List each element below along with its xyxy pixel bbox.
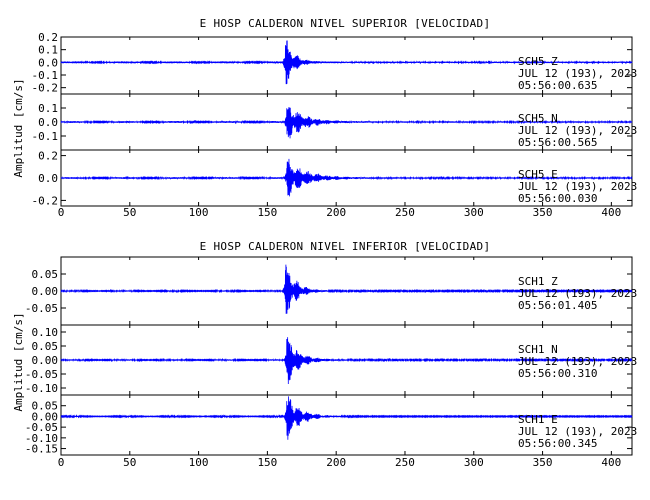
date-label: JUL 12 (193), 2023 [518,425,637,438]
time-label: 05:56:00.030 [518,192,597,205]
y-tick-label: 0.2 [38,31,58,44]
x-tick-label: 300 [464,206,484,219]
upper-y-axis-label: Amplitud [cm/s] [12,78,25,177]
x-tick-label: 350 [533,206,553,219]
station-label: SCH1 E [518,413,558,426]
y-tick-label: -0.05 [25,302,58,315]
waveform-trace [60,396,633,440]
y-tick-label: -0.05 [25,368,58,381]
y-tick-label: -0.10 [25,432,58,445]
y-tick-label: 0.1 [38,102,58,115]
y-tick-label: -0.05 [25,421,58,434]
y-tick-label: -0.2 [32,82,59,95]
y-tick-label: -0.1 [32,130,59,143]
y-tick-label: 0.05 [32,340,59,353]
x-tick-label: 300 [464,456,484,469]
x-tick-label: 0 [58,206,65,219]
waveform-trace [60,107,633,139]
lower-chart-title: E HOSP CALDERON NIVEL INFERIOR [VELOCIDA… [200,240,491,253]
panel-frame [60,394,633,456]
y-tick-label: 0.00 [32,285,59,298]
date-label: JUL 12 (193), 2023 [518,180,637,193]
y-tick-label: 0.0 [38,172,58,185]
date-label: JUL 12 (193), 2023 [518,355,637,368]
time-label: 05:56:00.345 [518,437,597,450]
x-tick-label: 150 [257,206,277,219]
y-tick-label: 0.0 [38,116,58,129]
x-tick-label: 350 [533,456,553,469]
y-tick-label: 0.1 [38,44,58,57]
station-label: SCH5 E [518,168,558,181]
x-tick-label: 150 [257,456,277,469]
lower-y-axis-label: Amplitud [cm/s] [12,312,25,411]
y-tick-label: 0.05 [32,268,59,281]
y-tick-label: -0.10 [25,382,58,395]
x-tick-label: 200 [326,206,346,219]
time-label: 05:56:01.405 [518,299,597,312]
y-tick-label: 0.05 [32,400,59,413]
x-tick-label: 100 [189,206,209,219]
x-tick-label: 400 [601,456,621,469]
station-label: SCH5 Z [518,55,558,68]
date-label: JUL 12 (193), 2023 [518,124,637,137]
station-label: SCH1 N [518,343,558,356]
y-tick-label: 0.00 [32,410,59,423]
x-tick-label: 250 [395,206,415,219]
station-label: SCH5 N [518,112,558,125]
y-tick-label: 0.0 [38,56,58,69]
waveform-trace [60,337,633,384]
y-tick-label: 0.2 [38,150,58,163]
x-tick-label: 50 [123,206,136,219]
waveform-trace [60,158,633,197]
x-tick-label: 400 [601,206,621,219]
time-label: 05:56:00.310 [518,367,597,380]
upper-chart-title: E HOSP CALDERON NIVEL SUPERIOR [VELOCIDA… [200,17,491,30]
y-tick-label: 0.00 [32,354,59,367]
waveform-trace [60,264,633,314]
x-tick-label: 250 [395,456,415,469]
station-label: SCH1 Z [518,275,558,288]
y-tick-label: -0.1 [32,69,59,82]
x-tick-label: 50 [123,456,136,469]
date-label: JUL 12 (193), 2023 [518,287,637,300]
date-label: JUL 12 (193), 2023 [518,67,637,80]
x-tick-label: 100 [189,456,209,469]
waveform-trace [60,40,633,85]
time-label: 05:56:00.635 [518,79,597,92]
x-tick-label: 200 [326,456,346,469]
y-tick-label: 0.10 [32,326,59,339]
y-tick-label: -0.15 [25,443,58,456]
y-tick-label: -0.2 [32,194,59,207]
time-label: 05:56:00.565 [518,136,597,149]
x-tick-label: 0 [58,456,65,469]
